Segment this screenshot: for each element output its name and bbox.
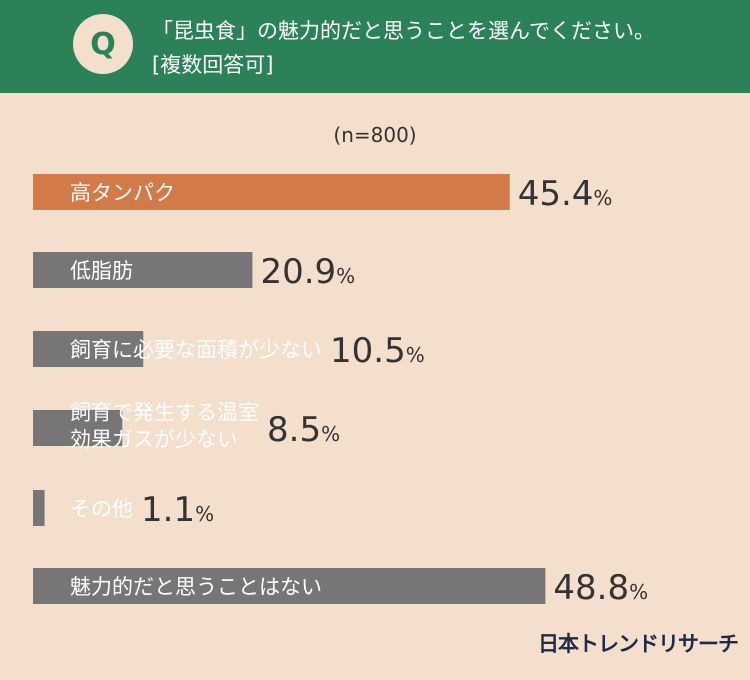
- brand-logo: 日本トレンドリサーチ: [538, 632, 739, 656]
- value-label-4: 1.1%: [141, 490, 214, 530]
- bar-1: [33, 252, 253, 288]
- category-label-2: 飼育に必要な面積が少ない: [70, 338, 322, 362]
- bar-5: [33, 568, 546, 604]
- category-label-4: その他: [70, 497, 133, 521]
- question-text-line2: [複数回答可]: [152, 53, 274, 77]
- value-label-1: 20.9%: [260, 252, 355, 292]
- sample-size-label: (n=800): [333, 123, 417, 147]
- bar-4: [33, 490, 45, 526]
- category-label-1: 低脂肪: [70, 259, 133, 283]
- category-label-5: 魅力的だと思うことはない: [70, 575, 322, 599]
- category-label-0: 高タンパク: [70, 181, 175, 205]
- question-header: Q 「昆虫食」の魅力的だと思うことを選んでください。 [複数回答可]: [0, 0, 750, 93]
- value-label-5: 48.8%: [553, 568, 648, 608]
- bar-0: [33, 174, 510, 210]
- bar-2: [33, 331, 144, 367]
- bar-3: [33, 410, 123, 446]
- q-badge: Q: [73, 14, 133, 74]
- value-label-2: 10.5%: [330, 331, 425, 371]
- category-label-3: 飼育で発生する温室効果ガスが少ない: [70, 401, 259, 452]
- question-text-line1: 「昆虫食」の魅力的だと思うことを選んでください。: [152, 19, 655, 43]
- value-label-0: 45.4%: [518, 174, 613, 214]
- value-label-3: 8.5%: [267, 410, 340, 450]
